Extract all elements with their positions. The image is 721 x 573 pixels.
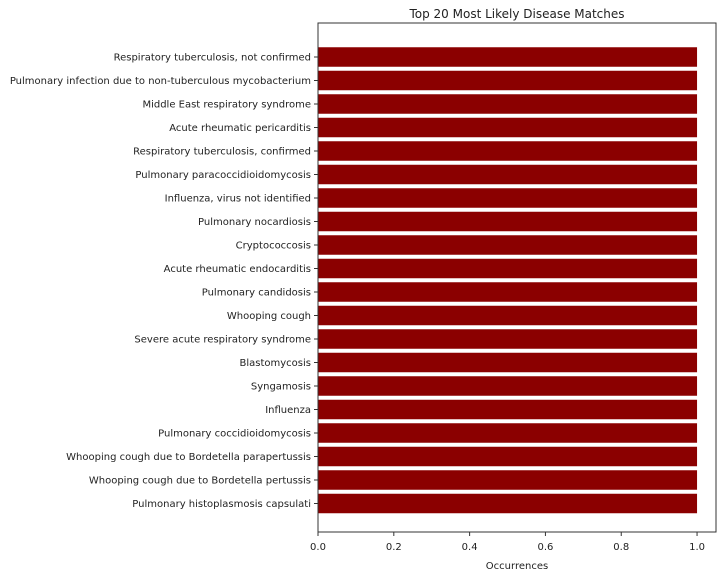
bar xyxy=(318,282,698,302)
bar xyxy=(318,376,698,396)
x-tick-label: 0.8 xyxy=(613,542,629,553)
category-label: Whooping cough due to Bordetella pertuss… xyxy=(89,476,311,487)
bar xyxy=(318,305,698,326)
category-label: Pulmonary coccidioidomycosis xyxy=(158,429,311,440)
bar xyxy=(318,47,698,67)
bar xyxy=(318,470,698,490)
bar xyxy=(318,211,698,232)
bar xyxy=(318,399,698,420)
category-label: Middle East respiratory syndrome xyxy=(142,100,311,111)
category-label: Influenza xyxy=(265,405,311,416)
bar xyxy=(318,423,698,443)
plot-frame xyxy=(317,22,717,533)
category-label: Respiratory tuberculosis, confirmed xyxy=(133,147,311,158)
bar xyxy=(318,493,698,514)
bar xyxy=(318,446,698,467)
category-label: Severe acute respiratory syndrome xyxy=(134,335,311,346)
category-label: Pulmonary histoplasmosis capsulati xyxy=(132,499,311,510)
category-label: Pulmonary candidosis xyxy=(202,288,311,299)
bar xyxy=(318,164,698,185)
bar xyxy=(318,141,698,161)
bar xyxy=(318,94,698,114)
category-label: Pulmonary paracoccidioidomycosis xyxy=(135,170,311,181)
category-label: Influenza, virus not identified xyxy=(165,194,311,205)
bar xyxy=(318,70,698,91)
bar xyxy=(318,352,698,373)
x-axis-label: Occurrences xyxy=(486,561,548,572)
x-tick-label: 0.6 xyxy=(537,542,553,553)
x-tick-label: 0.0 xyxy=(310,542,326,553)
category-label: Acute rheumatic pericarditis xyxy=(169,123,311,134)
category-label: Acute rheumatic endocarditis xyxy=(164,264,311,275)
category-label: Whooping cough due to Bordetella paraper… xyxy=(66,452,311,463)
bar xyxy=(318,188,698,208)
category-label: Syngamosis xyxy=(251,382,311,393)
category-label: Pulmonary infection due to non-tuberculo… xyxy=(10,76,311,87)
bar xyxy=(318,329,698,349)
bar xyxy=(318,258,698,279)
bar xyxy=(318,235,698,255)
x-tick-label: 0.4 xyxy=(462,542,478,553)
category-label: Respiratory tuberculosis, not confirmed xyxy=(114,53,311,64)
category-label: Cryptococcosis xyxy=(236,241,311,252)
x-axis: 0.0 0.2 0.4 0.6 0.8 1.0 xyxy=(310,532,705,553)
chart-title: Top 20 Most Likely Disease Matches xyxy=(408,7,624,21)
bars-group xyxy=(318,47,698,514)
bar xyxy=(318,117,698,138)
x-tick-label: 1.0 xyxy=(689,542,705,553)
x-tick-label: 0.2 xyxy=(386,542,402,553)
category-label: Whooping cough xyxy=(227,311,311,322)
category-label: Pulmonary nocardiosis xyxy=(198,217,311,228)
category-labels: Respiratory tuberculosis, not confirmed P… xyxy=(10,53,318,510)
category-label: Blastomycosis xyxy=(240,358,312,369)
